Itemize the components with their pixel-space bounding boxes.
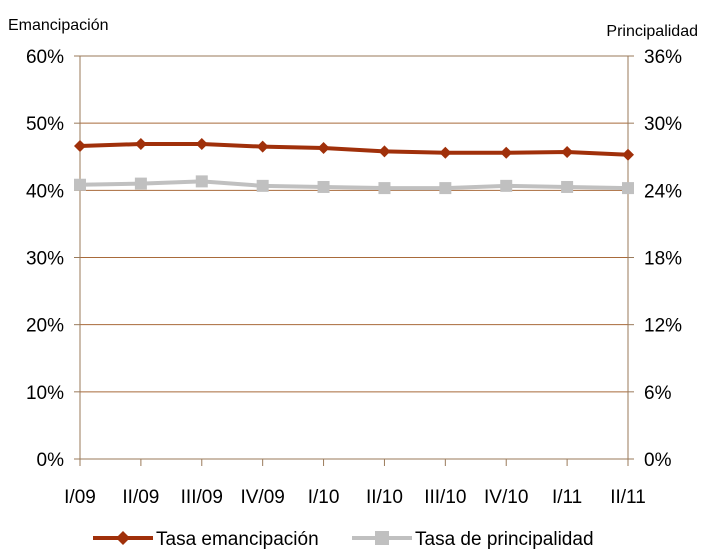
y2-tick-label: 18% xyxy=(644,249,682,270)
x-tick-label: IV/10 xyxy=(484,487,528,508)
data-point xyxy=(317,142,330,155)
legend-item: Tasa emancipación xyxy=(93,529,319,550)
data-point xyxy=(378,182,391,195)
y2-tick-label: 12% xyxy=(644,316,682,337)
data-point xyxy=(317,180,330,193)
series-square xyxy=(74,175,634,195)
data-point xyxy=(256,179,269,192)
data-point xyxy=(439,182,452,195)
data-point xyxy=(561,180,574,193)
x-tick-label: IV/09 xyxy=(240,487,284,508)
x-tick-label: II/11 xyxy=(610,487,646,508)
x-tick-label: I/10 xyxy=(308,487,340,508)
y-tick-label: 0% xyxy=(37,450,65,471)
x-tick-label: I/09 xyxy=(64,487,96,508)
data-point xyxy=(378,145,391,158)
x-tick-label: III/09 xyxy=(181,487,223,508)
series-layer xyxy=(74,137,634,195)
legend-item: Tasa de principalidad xyxy=(352,529,594,550)
data-point xyxy=(74,140,86,153)
y-tick-label: 20% xyxy=(26,316,64,337)
y-axis-title: Emancipación xyxy=(8,17,109,34)
series-line xyxy=(79,179,629,191)
y-tick-label: 50% xyxy=(26,114,64,135)
data-point xyxy=(500,179,513,192)
grid-lines xyxy=(80,122,628,393)
y-tick-label: 10% xyxy=(26,383,64,404)
y2-tick-label: 30% xyxy=(644,114,682,135)
y2-tick-label: 36% xyxy=(644,47,682,68)
x-tick-label: I/11 xyxy=(552,487,582,508)
data-point xyxy=(195,175,208,188)
axes: 0% 0% 10% 6% 20% 12% 30% 18% 40% 24% 50% 30% 60% 36% I… xyxy=(26,47,682,508)
x-tick-label: II/10 xyxy=(366,487,403,508)
legend-label: Tasa emancipación xyxy=(156,529,319,550)
legend: Tasa emancipación Tasa de principalidad xyxy=(93,529,594,550)
data-point xyxy=(561,146,574,159)
data-point xyxy=(256,140,269,153)
data-point xyxy=(74,178,86,191)
data-point xyxy=(500,146,513,159)
series-line xyxy=(79,141,629,157)
y2-tick-label: 0% xyxy=(644,450,672,471)
data-point xyxy=(134,177,147,190)
y-tick-label: 30% xyxy=(26,249,64,270)
data-point xyxy=(622,148,634,161)
data-point xyxy=(134,137,147,150)
y2-axis-title: Principalidad xyxy=(606,23,698,40)
legend-marker xyxy=(116,531,130,545)
data-point xyxy=(622,182,634,195)
y-tick-label: 40% xyxy=(26,181,64,202)
y2-tick-label: 6% xyxy=(644,383,672,404)
y2-tick-label: 24% xyxy=(644,181,682,202)
data-point xyxy=(195,137,208,150)
data-point xyxy=(439,146,452,159)
y-tick-label: 60% xyxy=(26,47,64,68)
legend-label: Tasa de principalidad xyxy=(415,529,594,550)
x-tick-label: III/10 xyxy=(424,487,466,508)
x-tick-label: II/09 xyxy=(122,487,159,508)
series-diamond xyxy=(74,137,634,161)
legend-marker xyxy=(375,531,389,545)
